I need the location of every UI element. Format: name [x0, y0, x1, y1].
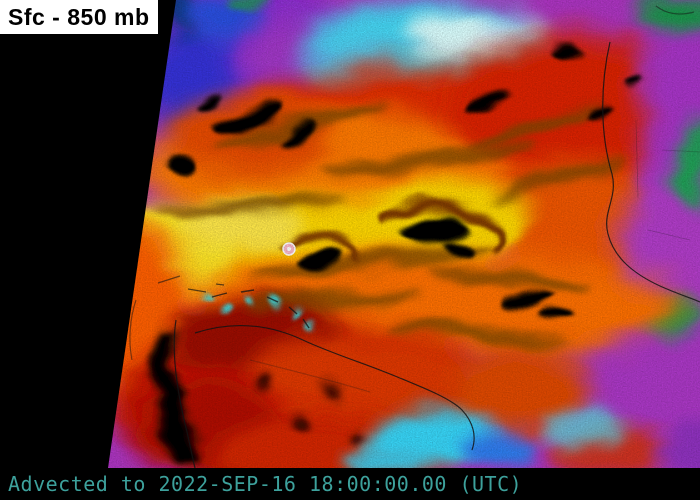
- advected-timestamp: Advected to 2022-SEP-16 18:00:00.00 (UTC…: [8, 472, 523, 496]
- coastlines: [129, 5, 700, 468]
- status-bar: Advected to 2022-SEP-16 18:00:00.00 (UTC…: [0, 468, 700, 500]
- level-label: Sfc - 850 mb: [0, 0, 158, 34]
